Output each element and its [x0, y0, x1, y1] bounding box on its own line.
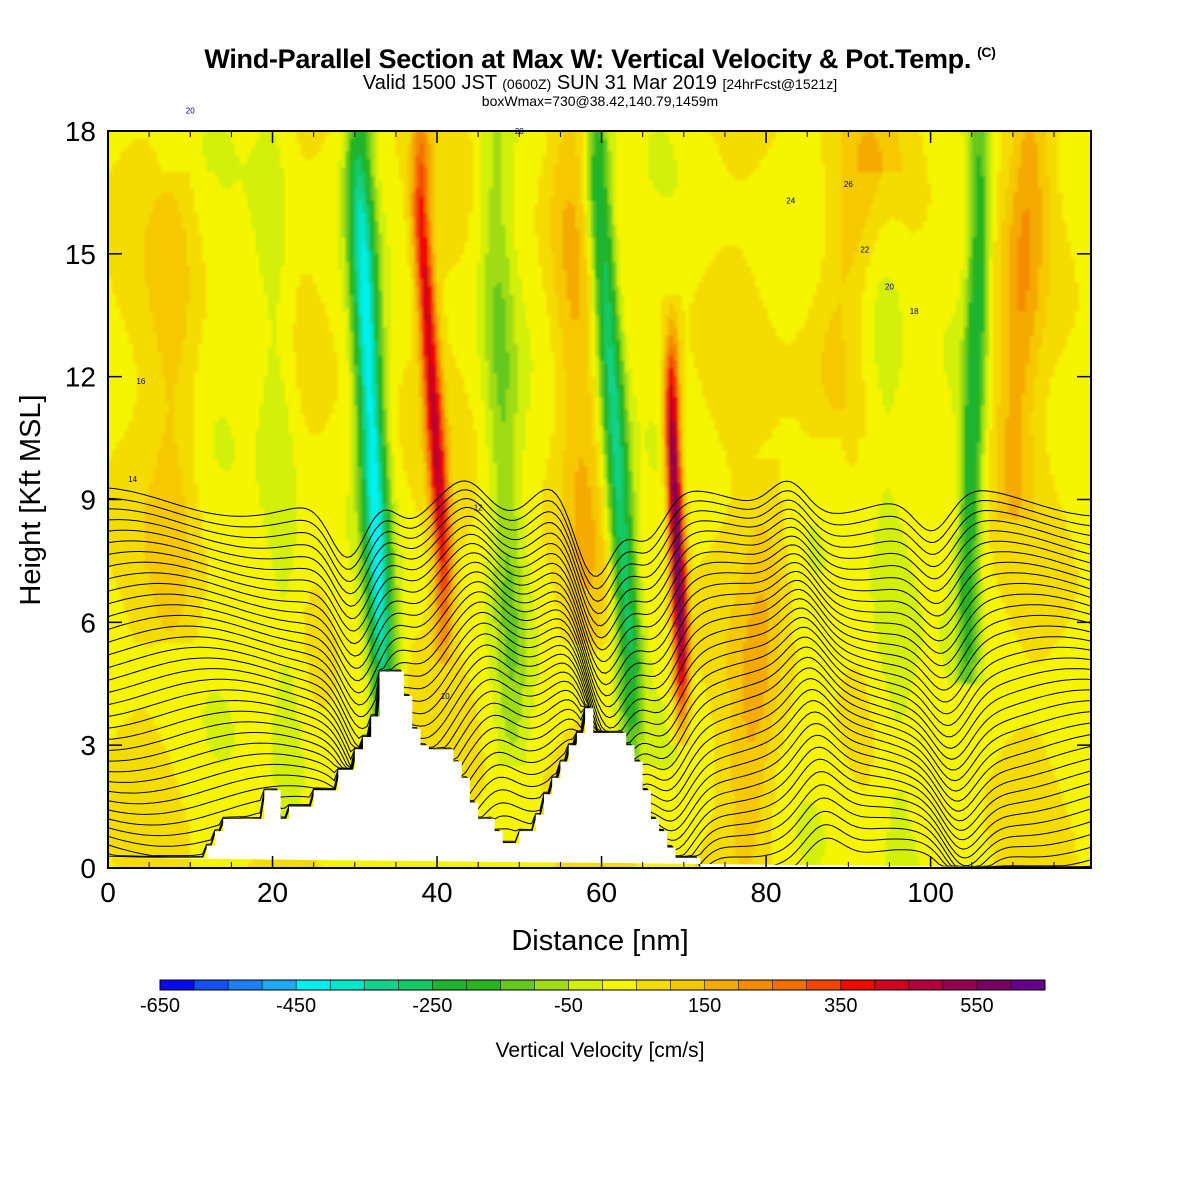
x-tick-label: 100: [907, 877, 954, 908]
colorbar-swatch: [840, 980, 876, 990]
theta-contour-line: [107, 598, 1092, 729]
y-axis-label: Height [Kft MSL]: [15, 394, 47, 605]
valid-date: SUN 31 Mar 2019: [556, 72, 717, 94]
contour-label: 14: [128, 475, 137, 484]
theta-contour-line: [107, 580, 1092, 708]
theta-contour-line: [107, 506, 1092, 615]
theta-contour-line: [107, 570, 1092, 697]
colorbar-tick-label: 550: [960, 995, 993, 1017]
theta-contour-line: [107, 656, 1091, 771]
theta-contour-line: [107, 533, 1092, 651]
chart-title: Wind-Parallel Section at Max W: Vertical…: [0, 44, 1200, 75]
colorbar-swatch: [194, 980, 229, 990]
contour-label: 18: [910, 307, 919, 316]
y-axis-ticks: 0 3 6 9 12 15 18: [65, 116, 1091, 884]
colorbar-swatch: [500, 980, 535, 990]
y-tick-label: 3: [80, 730, 96, 761]
colorbar-swatch: [330, 980, 365, 990]
theta-contour-line: [107, 489, 1092, 590]
y-tick-label: 12: [65, 362, 96, 393]
theta-contour-line: [107, 542, 1092, 662]
colorbar-swatch: [908, 980, 944, 990]
theta-contour-line: [107, 636, 1092, 750]
colorbar-swatch: [976, 980, 1012, 990]
colorbar-tick-label: -450: [276, 995, 316, 1017]
theta-contour-line: [107, 626, 1092, 749]
x-tick-label: 40: [421, 877, 452, 908]
forecast-info: [24hrFcst@1521z]: [722, 76, 838, 92]
contour-label: 26: [844, 180, 853, 189]
colorbar-swatch: [704, 980, 740, 990]
colorbar-swatch: [262, 980, 297, 990]
colorbar-swatch: [534, 980, 569, 990]
terrain: [108, 671, 1091, 868]
colorbar-swatch: [636, 980, 672, 990]
theta-contour-line: [107, 552, 1092, 674]
colorbar-swatch: [466, 980, 501, 990]
copyright-mark: (C): [977, 44, 996, 60]
y-tick-label: 9: [80, 485, 96, 516]
theta-contour-line: [107, 524, 1092, 639]
contour-label: 10: [441, 692, 450, 701]
x-tick-label: 0: [100, 877, 116, 908]
theta-contour-line: [107, 480, 1092, 577]
colorbar-swatch: [670, 980, 706, 990]
colorbar-swatch: [296, 980, 331, 990]
colorbar: -650 -450 -250 -50 150 350 550: [140, 979, 1046, 1017]
theta-contour-line: [107, 561, 1092, 686]
x-tick-label: 60: [586, 877, 617, 908]
colorbar-label: Vertical Velocity [cm/s]: [496, 1039, 705, 1062]
colorbar-tick-label: -50: [554, 995, 583, 1017]
x-tick-label: 80: [750, 877, 781, 908]
chart-title-text: Wind-Parallel Section at Max W: Vertical…: [204, 44, 972, 74]
contour-label: 12: [474, 504, 483, 513]
valid-time-utc: (0600Z): [502, 76, 552, 92]
theta-contour-line: [107, 588, 1092, 719]
colorbar-tick-label: -250: [412, 995, 452, 1017]
colorbar-swatch: [602, 980, 638, 990]
colorbar-swatch: [228, 980, 263, 990]
colorbar-swatch: [1010, 980, 1046, 990]
colorbar-swatch: [806, 980, 842, 990]
colorbar-swatch: [874, 980, 910, 990]
contour-label: 20: [885, 283, 894, 292]
colorbar-tick-label: -650: [140, 995, 180, 1017]
theta-contour-line: [107, 515, 1092, 627]
colorbar-swatch: [568, 980, 603, 990]
theta-contour-line: [107, 646, 1092, 761]
colorbar-swatch: [160, 980, 195, 990]
contour-label: 24: [786, 197, 795, 206]
y-tick-label: 18: [65, 116, 96, 147]
colorbar-swatch: [364, 980, 399, 990]
colorbar-swatch: [432, 980, 467, 990]
x-axis-label: Distance [nm]: [511, 925, 688, 957]
box-max-info: boxWmax=730@38.42,140.79,1459m: [481, 93, 719, 109]
y-tick-label: 15: [65, 239, 96, 270]
colorbar-tick-label: 150: [688, 995, 721, 1017]
chart-subtitle: Valid 1500 JST (0600Z) SUN 31 Mar 2019 […: [0, 72, 1200, 95]
x-axis-ticks: 0 20 40 60 80 100: [100, 131, 1055, 908]
theta-contour-line: [108, 497, 1092, 602]
colorbar-tick-label: 350: [824, 995, 857, 1017]
colorbar-swatch: [942, 980, 978, 990]
y-tick-label: 6: [80, 607, 96, 638]
colorbar-swatch: [738, 980, 774, 990]
contour-label: 20: [186, 107, 195, 116]
colorbar-swatch: [398, 980, 433, 990]
theta-contour-line: [107, 616, 1092, 739]
contour-label: 22: [860, 246, 869, 255]
contour-label: 16: [136, 377, 145, 386]
x-tick-label: 20: [257, 877, 288, 908]
colorbar-swatch: [772, 980, 808, 990]
valid-time-jst: Valid 1500 JST: [362, 72, 497, 94]
theta-contour-line: [107, 607, 1092, 732]
y-tick-label: 0: [80, 853, 96, 884]
